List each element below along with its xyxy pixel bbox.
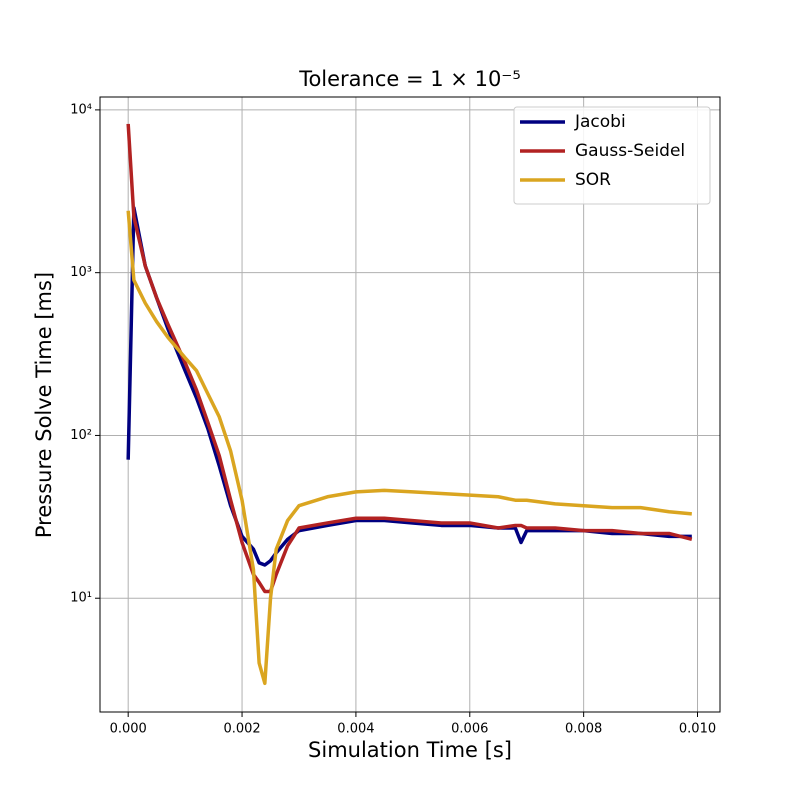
series-line — [126, 210, 692, 686]
y-tick-label: 10¹ — [70, 591, 92, 606]
x-tick-label: 0.006 — [451, 722, 488, 737]
legend-label: SOR — [575, 170, 611, 190]
x-tick-label: 0.002 — [223, 722, 260, 737]
axes-frame — [99, 96, 721, 713]
x-tick-label: 0.008 — [565, 722, 602, 737]
chart-title: Tolerance = 1 × 10⁻⁵ — [298, 67, 521, 91]
legend-label: Jacobi — [574, 112, 626, 132]
x-tick-label: 0.000 — [110, 722, 147, 737]
plot-area — [126, 123, 693, 686]
x-tick-label: 0.004 — [337, 722, 374, 737]
legend-label: Gauss-Seidel — [575, 141, 685, 161]
y-axis-label: Pressure Solve Time [ms] — [32, 272, 56, 538]
y-tick-label: 10² — [70, 428, 92, 443]
y-tick-label: 10³ — [70, 265, 92, 280]
y-tick-label: 10⁴ — [70, 102, 92, 117]
x-axis-label: Simulation Time [s] — [308, 738, 512, 762]
x-tick-label: 0.010 — [679, 722, 716, 737]
series-line — [126, 123, 693, 594]
